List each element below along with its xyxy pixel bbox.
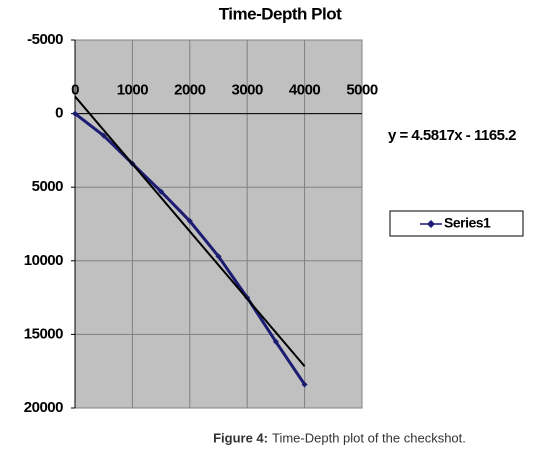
caption-label: Figure 4: bbox=[213, 430, 268, 445]
data-marker bbox=[215, 253, 222, 260]
y-tick-label: 15000 bbox=[24, 325, 63, 342]
caption-text: Time-Depth plot of the checkshot. bbox=[272, 430, 466, 445]
data-marker bbox=[72, 110, 78, 117]
trendline-label: y = 4.5817x - 1165.2 bbox=[388, 127, 516, 144]
data-marker bbox=[301, 381, 308, 388]
y-tick-label: 10000 bbox=[24, 252, 63, 269]
x-tick-label: 1000 bbox=[117, 82, 149, 99]
legend-marker bbox=[427, 220, 435, 228]
chart-title: Time-Depth Plot bbox=[219, 4, 342, 23]
x-tick-label: 2000 bbox=[174, 82, 206, 99]
trendline bbox=[74, 95, 306, 367]
data-marker bbox=[186, 218, 193, 225]
x-tick-label: 4000 bbox=[289, 82, 321, 99]
plot-area bbox=[74, 39, 363, 409]
y-tick-label: 0 bbox=[55, 105, 63, 122]
legend-label: Series1 bbox=[444, 215, 491, 231]
y-tick-label: 20000 bbox=[24, 399, 63, 416]
x-tick-label: 3000 bbox=[232, 82, 264, 99]
data-marker bbox=[272, 338, 279, 345]
data-marker bbox=[100, 132, 107, 139]
y-tick-label: 5000 bbox=[32, 178, 64, 195]
data-marker bbox=[158, 188, 165, 195]
y-tick-label: -5000 bbox=[27, 31, 63, 48]
legend-box bbox=[389, 210, 524, 237]
x-tick-label: 5000 bbox=[346, 82, 378, 99]
